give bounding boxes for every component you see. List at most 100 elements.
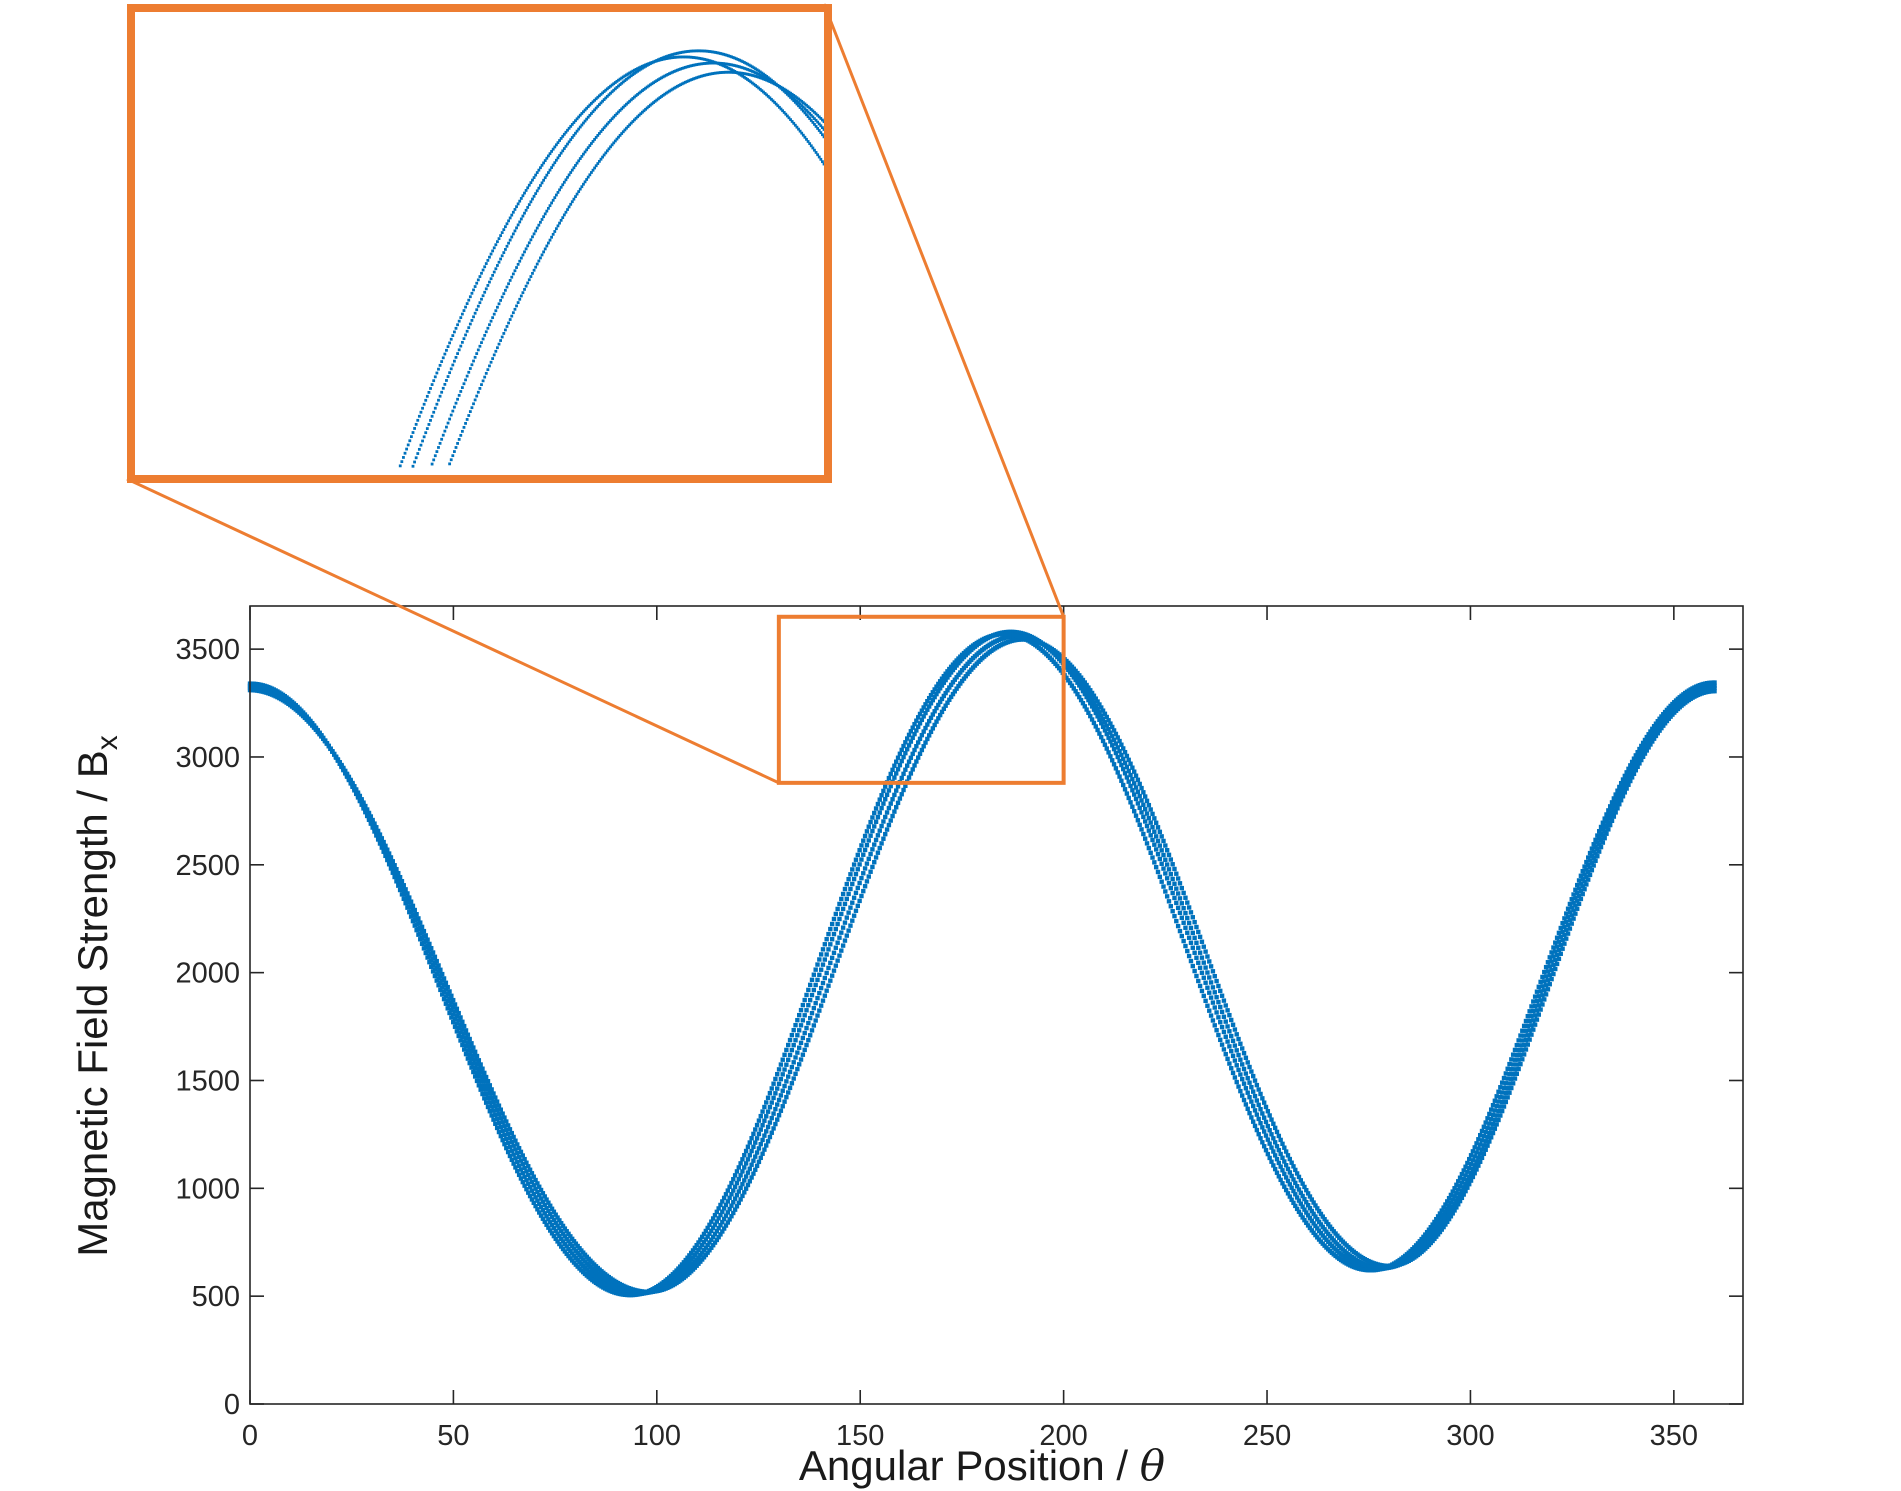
- zoom-data-point: [518, 220, 522, 224]
- zoom-data-point: [795, 99, 799, 103]
- data-point: [1272, 1140, 1278, 1145]
- data-point: [1600, 840, 1606, 845]
- data-point: [1467, 1156, 1472, 1162]
- data-point: [1126, 779, 1131, 784]
- zoom-data-point: [457, 319, 461, 323]
- zoom-data-point: [650, 82, 654, 86]
- data-point: [1241, 1081, 1247, 1086]
- data-point: [1196, 929, 1201, 935]
- zoom-data-point: [577, 115, 581, 119]
- data-point: [324, 741, 330, 746]
- data-point: [403, 887, 408, 892]
- data-point: [502, 1132, 507, 1138]
- zoom-data-point: [631, 97, 635, 100]
- data-point: [1316, 1208, 1322, 1214]
- zoom-data-point: [792, 94, 796, 97]
- zoom-data-point: [543, 176, 547, 180]
- zoom-data-point: [564, 130, 568, 134]
- zoom-data-point: [503, 328, 507, 332]
- zoom-data-point: [800, 107, 804, 111]
- data-point: [749, 1162, 754, 1167]
- data-point: [1232, 1058, 1238, 1063]
- zoom-data-point: [502, 228, 506, 232]
- zoom-data-point: [433, 406, 437, 410]
- data-point: [1567, 910, 1573, 915]
- data-point: [1296, 1209, 1302, 1214]
- data-point: [553, 1236, 558, 1241]
- zoom-data-point: [478, 387, 482, 390]
- zoom-data-point: [578, 157, 582, 160]
- data-point: [515, 1168, 520, 1174]
- data-point: [1175, 891, 1181, 896]
- zoom-data-point: [739, 65, 743, 69]
- data-point: [507, 1153, 513, 1159]
- data-point: [844, 881, 849, 887]
- zoom-data-point: [618, 109, 622, 112]
- data-point: [809, 992, 815, 998]
- data-point: [1556, 956, 1562, 962]
- zoom-data-point: [441, 433, 445, 437]
- zoom-data-point: [483, 265, 487, 269]
- data-point: [1093, 724, 1098, 729]
- zoom-data-point: [467, 326, 471, 330]
- data-point: [714, 1209, 720, 1215]
- zoom-data-point: [685, 55, 689, 59]
- data-point: [1166, 852, 1172, 858]
- zoom-data-point: [574, 131, 577, 135]
- data-point: [1624, 786, 1629, 791]
- data-point: [925, 736, 930, 742]
- data-point: [489, 1104, 494, 1109]
- data-point: [853, 890, 859, 896]
- zoom-data-point: [613, 81, 617, 84]
- zoom-data-point: [762, 75, 765, 79]
- data-point: [1113, 741, 1119, 746]
- data-point: [1496, 1099, 1501, 1104]
- data-point: [1635, 749, 1640, 755]
- data-point: [1481, 1124, 1487, 1130]
- data-point: [1238, 1057, 1243, 1062]
- data-point: [934, 719, 939, 724]
- data-point: [754, 1163, 760, 1169]
- data-point: [353, 791, 359, 797]
- data-point: [419, 924, 425, 930]
- data-point: [710, 1243, 716, 1248]
- data-point: [434, 958, 439, 964]
- data-point: [1207, 959, 1212, 964]
- zoom-data-point: [749, 80, 753, 84]
- data-point: [1443, 1209, 1448, 1215]
- zoom-data-point: [696, 75, 700, 79]
- data-point: [1199, 955, 1205, 960]
- data-point: [1514, 1042, 1520, 1048]
- zoom-data-point: [782, 111, 786, 114]
- data-point: [511, 1152, 516, 1157]
- data-point: [1578, 881, 1584, 886]
- data-point: [1318, 1222, 1324, 1227]
- zoom-data-point: [750, 65, 754, 69]
- data-point: [1459, 1171, 1465, 1177]
- data-point: [1446, 1210, 1452, 1216]
- data-point: [1446, 1203, 1452, 1209]
- zoom-data-point: [669, 53, 673, 57]
- data-point: [1452, 1194, 1457, 1199]
- zoom-data-point: [736, 58, 740, 61]
- data-point: [1190, 945, 1195, 950]
- data-point: [489, 1113, 494, 1118]
- data-point: [456, 1010, 461, 1016]
- data-point: [1604, 824, 1609, 830]
- data-point: [1434, 1216, 1439, 1222]
- data-point: [775, 1117, 780, 1122]
- data-point: [526, 1164, 531, 1169]
- data-point: [1576, 886, 1582, 891]
- data-point: [1465, 1177, 1470, 1183]
- data-point: [1282, 1145, 1287, 1150]
- data-point: [844, 915, 849, 920]
- data-point: [712, 1240, 718, 1245]
- data-point: [1620, 777, 1626, 782]
- zoom-data-point: [644, 63, 647, 67]
- zoom-data-point: [459, 316, 463, 320]
- zoom-data-point: [604, 96, 608, 100]
- data-point: [1454, 1182, 1459, 1187]
- data-point: [872, 859, 877, 865]
- data-point: [460, 1034, 465, 1040]
- data-point: [1584, 867, 1589, 872]
